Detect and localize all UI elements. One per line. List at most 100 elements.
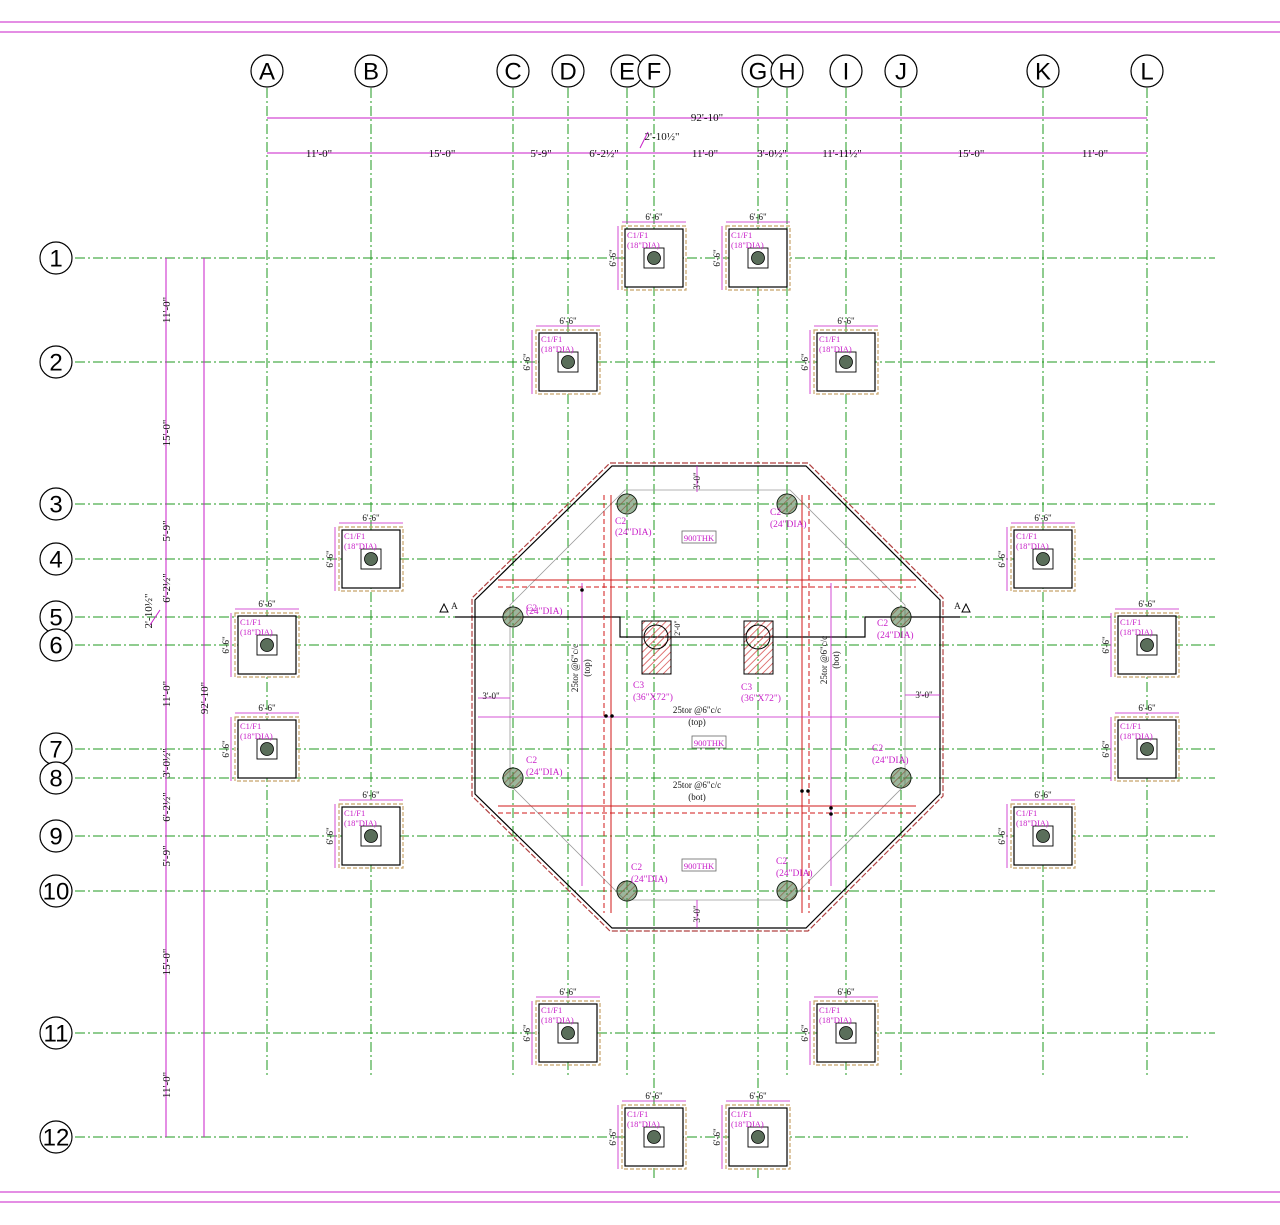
footing-size-top: 6'-6" <box>837 316 855 326</box>
grid-bubble-5: 5 <box>39 600 73 634</box>
grid-bubble-label: J <box>895 59 907 86</box>
footing-size-top: 6'-6" <box>258 703 276 713</box>
raft-column-c2: C2(24"DIA) <box>616 863 668 902</box>
grid-bubble-H: H <box>770 54 804 88</box>
overall-horizontal-dimension: 92'-10" <box>691 112 723 124</box>
horizontal-dimension-label: 11'-11½" <box>822 148 862 160</box>
grid-bubble-G: G <box>741 54 775 88</box>
footing-c1-f1: 6'-6" 6'-6" C1/F1(18"DIA) <box>997 513 1076 592</box>
footing-dia: (18"DIA) <box>819 1015 852 1025</box>
footing-size-side: 6'-6" <box>608 249 618 267</box>
footing-mark: C1/F1 <box>541 1005 562 1015</box>
grid-bubble-label: K <box>1035 59 1051 86</box>
raft-column-mark: C2 <box>776 857 787 867</box>
grid-bubble-label: 11 <box>44 1021 69 1048</box>
dimension-lines <box>149 117 1147 1137</box>
footing-size-side: 6'-6" <box>221 636 231 654</box>
raft-offset-bottom: 3'-0" <box>692 905 702 923</box>
horizontal-dimension-label: 15'-0" <box>429 148 456 160</box>
footing-size-side: 6'-6" <box>997 550 1007 568</box>
core-size-left: (36"X72") <box>633 692 673 703</box>
vertical-dimension-label: 5'-9" <box>161 520 173 541</box>
footing-c1-f1: 6'-6" 6'-6" C1/F1(18"DIA) <box>800 987 879 1066</box>
raft-column-dia: (24"DIA) <box>872 755 909 766</box>
core-offset: 2'-0" <box>673 620 682 635</box>
rebar-top-note-horizontal: (top) <box>688 717 706 727</box>
footing-mark: C1/F1 <box>1120 617 1141 627</box>
footing-dia: (18"DIA) <box>1120 627 1153 637</box>
rebar-top-label: 25tor @6"c/c <box>570 644 580 692</box>
footing-size-top: 6'-6" <box>1034 513 1052 523</box>
footing-size-top: 6'-6" <box>1034 790 1052 800</box>
rebar-top-label-horizontal: 25tor @6"c/c <box>673 705 721 715</box>
footing-dia: (18"DIA) <box>541 1015 574 1025</box>
grid-bubble-label: G <box>749 59 768 86</box>
core-mark-right: C3 <box>741 683 752 693</box>
raft-dimension-dots <box>580 588 833 816</box>
section-marker-right <box>961 602 971 613</box>
footing-size-top: 6'-6" <box>837 987 855 997</box>
grid-bubble-10: 10 <box>39 874 73 908</box>
footing-size-side: 6'-6" <box>997 827 1007 845</box>
vertical-dimension-label: 3'-0½" <box>161 748 173 777</box>
grid-bubble-D: D <box>551 54 585 88</box>
footing-size-top: 6'-6" <box>1138 599 1156 609</box>
core-size-right: (36"X72") <box>741 693 781 704</box>
section-mark-left: A <box>451 602 458 612</box>
grid-bubble-label: 4 <box>49 547 62 574</box>
grid-bubble-3: 3 <box>39 487 73 521</box>
horizontal-dimension-labels: 11'-0" 15'-0" 5'-9" 6'-2½" 2'-10½" 11'-0" 3'-0… <box>306 131 1108 160</box>
grid-bubble-label: A <box>259 59 275 86</box>
raft-column-mark: C2 <box>526 756 537 766</box>
grid-bubble-8: 8 <box>39 761 73 795</box>
raft-offset-right: 3'-0" <box>915 690 933 700</box>
footing-size-side: 6'-6" <box>712 1128 722 1146</box>
raft-column-dia: (24"DIA) <box>631 874 668 885</box>
grid-bubble-label: 5 <box>49 605 62 632</box>
footing-dia: (18"DIA) <box>627 240 660 250</box>
footing-size-top: 6'-6" <box>258 599 276 609</box>
footing-dia: (18"DIA) <box>240 627 273 637</box>
core-column-right <box>743 620 774 675</box>
grid-bubble-label: D <box>559 59 576 86</box>
raft-column-dia: (24"DIA) <box>776 868 813 879</box>
rebar-bot-label-horizontal: 25tor @6"c/c <box>673 780 721 790</box>
footing-mark: C1/F1 <box>1016 531 1037 541</box>
footing-dia: (18"DIA) <box>1016 541 1049 551</box>
footing-mark: C1/F1 <box>819 1005 840 1015</box>
raft-column-dia: (24"DIA) <box>877 630 914 641</box>
grid-bubble-F: F <box>637 54 671 88</box>
rebar-bot-label-vertical: 25tor @6"c/c <box>819 636 829 684</box>
footing-dia: (18"DIA) <box>240 731 273 741</box>
footing-size-top: 6'-6" <box>559 987 577 997</box>
raft-column-c2: C2(24"DIA) <box>770 493 807 530</box>
footing-size-side: 6'-6" <box>522 1024 532 1042</box>
grid-bubble-label: H <box>778 59 795 86</box>
raft-column-c2: C2(24"DIA) <box>502 604 563 628</box>
footing-mark: C1/F1 <box>731 1109 752 1119</box>
raft-column-c2: C2(24"DIA) <box>872 744 912 789</box>
grid-bubble-label: 1 <box>49 246 62 273</box>
footing-size-side: 6'-6" <box>221 740 231 758</box>
grid-bubble-6: 6 <box>39 628 73 662</box>
raft-offset-top: 3'-0" <box>692 472 702 490</box>
footing-c1-f1: 6'-6" 6'-6" C1/F1(18"DIA) <box>1101 599 1180 678</box>
horizontal-dimension-label: 6'-2½" <box>589 148 618 160</box>
grid-bubble-label: 12 <box>43 1125 70 1152</box>
grid-bubble-11: 11 <box>39 1016 73 1050</box>
vertical-dimension-label: 6'-2½" <box>161 792 173 821</box>
rebar-top-note: (top) <box>582 659 592 677</box>
raft-column-c2: C2(24"DIA) <box>615 493 652 538</box>
footing-mark: C1/F1 <box>627 1109 648 1119</box>
section-cut-line <box>455 616 960 638</box>
horizontal-dimension-label: 11'-0" <box>692 148 718 160</box>
grid-bubble-1: 1 <box>39 241 73 275</box>
thickness-tag-top: 900THK <box>684 533 715 543</box>
footing-size-top: 6'-6" <box>749 212 767 222</box>
footing-c1-f1: 6'-6" 6'-6" C1/F1(18"DIA) <box>712 1091 791 1170</box>
footing-mark: C1/F1 <box>731 230 752 240</box>
vertical-dimension-label: 15'-0" <box>161 949 173 976</box>
footing-size-side: 6'-6" <box>325 550 335 568</box>
sheet-border <box>0 21 1280 1203</box>
